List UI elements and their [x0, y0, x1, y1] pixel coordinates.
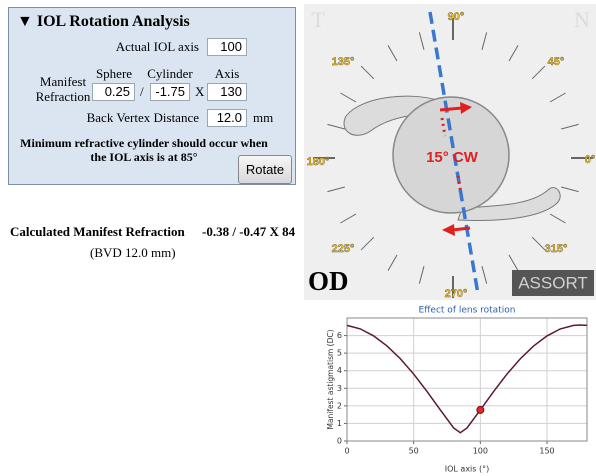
y-tick-label: 2	[337, 401, 342, 410]
dial-tick	[327, 186, 345, 193]
rotation-label: 15° CW	[426, 149, 479, 166]
unit: mm	[253, 110, 274, 125]
dial-tick	[561, 123, 579, 130]
column-header: Axis	[214, 66, 240, 81]
angle-label: 135°	[332, 56, 355, 68]
dial-tick	[360, 65, 375, 80]
dial-tick	[549, 92, 566, 103]
arrow-head	[460, 102, 472, 114]
corner-label: N	[574, 7, 590, 32]
dial-ticks	[313, 18, 593, 298]
arrow	[451, 226, 471, 232]
y-tick-label: 4	[337, 366, 342, 375]
dial-tick	[418, 266, 425, 284]
dial-tick	[340, 213, 357, 224]
angle-label: 315°	[545, 243, 568, 255]
dial-tick	[481, 32, 488, 50]
x-tick-label: 150	[539, 447, 554, 456]
angle-label: 0°	[585, 154, 596, 166]
dial-tick	[531, 65, 546, 80]
bvd-input[interactable]: 12.0	[207, 109, 247, 127]
field-label: Manifest Refraction	[35, 74, 91, 104]
y-tick-label: 6	[337, 331, 342, 340]
sphere-input[interactable]: 0.25	[92, 83, 135, 101]
result-value: -0.38 / -0.47 X 84	[202, 224, 296, 239]
corner-label: T	[311, 7, 325, 32]
rotation-diagram: T N 15° CW OD ASSORT 90° 45° 0° 315° 270° 225…	[304, 4, 596, 300]
result-bvd: (BVD 12.0 mm)	[90, 245, 176, 260]
rotation-panel: ▼ IOL Rotation Analysis Actual IOL axis …	[8, 7, 296, 185]
cylinder-input[interactable]: -1.75	[150, 83, 190, 101]
dial-tick	[481, 266, 488, 284]
x-tick-label: 50	[409, 447, 419, 456]
x-tick-label: 0	[344, 447, 349, 456]
current-axis-marker	[476, 405, 485, 414]
logo-box	[512, 270, 594, 296]
haptic	[457, 187, 561, 221]
column-header: Sphere	[95, 66, 133, 81]
dial-tick	[418, 32, 425, 50]
dial-tick	[340, 92, 357, 103]
iol-axis-line	[428, 11, 480, 295]
x-tick-label: 100	[473, 447, 488, 456]
lens-optic	[392, 96, 510, 214]
y-tick-label: 0	[337, 437, 342, 446]
angle-label: 90°	[448, 11, 465, 23]
dial-tick	[531, 236, 546, 251]
field-label: Actual IOL axis	[115, 39, 199, 54]
eye-label: OD	[308, 266, 349, 296]
separator: X	[195, 84, 205, 99]
axis-input[interactable]: 130	[207, 83, 247, 101]
panel-title: ▼ IOL Rotation Analysis	[17, 13, 190, 30]
dial-tick	[387, 254, 398, 271]
note: Minimum refractive cylinder should occur…	[20, 136, 268, 164]
logo: ASSORT	[518, 273, 588, 292]
angle-label: 45°	[548, 56, 565, 68]
arrow	[439, 106, 463, 112]
iol-axis-input[interactable]: 100	[207, 38, 247, 56]
chart: Effect of lens rotation 0 1 2 3 4 5 6 0 50 100 150 I…	[326, 306, 588, 474]
chart-title: Effect of lens rotation	[419, 306, 516, 316]
dial-tick	[561, 186, 579, 193]
x-axis-label: IOL axis (°)	[445, 465, 489, 474]
field-label: Back Vertex Distance	[86, 110, 199, 125]
y-tick-label: 3	[337, 384, 342, 393]
separator: /	[140, 84, 144, 99]
plot-frame	[346, 317, 588, 442]
dial-tick	[508, 45, 519, 62]
dial-tick	[360, 236, 375, 251]
rotate-button[interactable]: Rotate	[238, 155, 292, 184]
y-tick-label: 1	[337, 419, 342, 428]
angle-label: 225°	[332, 243, 355, 255]
angle-label: 180°	[307, 156, 330, 168]
arrow-head	[442, 224, 455, 236]
dial-tick	[549, 213, 566, 224]
dial-tick	[327, 123, 345, 130]
y-axis-label: Manifest astigmatism (DC)	[326, 329, 335, 429]
dial-tick	[387, 45, 398, 62]
y-tick-label: 5	[337, 349, 342, 358]
line-series	[346, 324, 588, 434]
angle-label: 270°	[445, 288, 468, 300]
dial-tick	[508, 254, 519, 271]
column-header: Cylinder	[147, 66, 193, 81]
result-label: Calculated Manifest Refraction	[10, 224, 185, 239]
